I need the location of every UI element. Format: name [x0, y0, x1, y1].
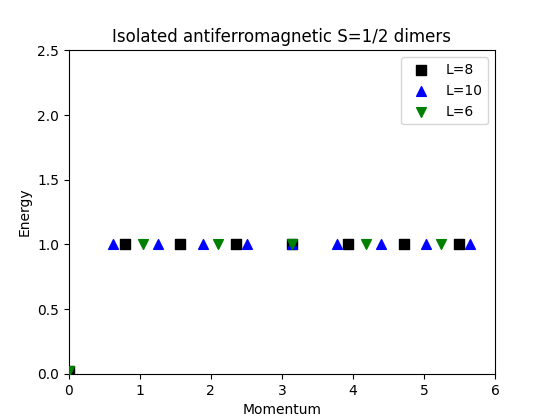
L=6 — [213, 241, 222, 248]
L=8 — [288, 241, 296, 248]
X-axis label: Momentum: Momentum — [243, 403, 321, 417]
Legend: L=8, L=10, L=6: L=8, L=10, L=6 — [401, 58, 488, 124]
L=10 — [153, 241, 162, 248]
L=8 — [120, 241, 129, 248]
L=6 — [362, 241, 371, 248]
L=10 — [243, 241, 252, 248]
L=8 — [455, 241, 464, 248]
L=8 — [176, 241, 185, 248]
L=10 — [332, 241, 341, 248]
L=8 — [399, 241, 408, 248]
L=10 — [466, 241, 475, 248]
L=10 — [377, 241, 386, 248]
L=10 — [109, 241, 118, 248]
L=6 — [64, 368, 73, 375]
L=8 — [343, 241, 352, 248]
Y-axis label: Energy: Energy — [18, 188, 31, 236]
L=8 — [64, 368, 73, 375]
L=8 — [232, 241, 240, 248]
L=10 — [198, 241, 207, 248]
L=6 — [436, 241, 445, 248]
L=10 — [421, 241, 430, 248]
L=6 — [288, 241, 296, 248]
Title: Isolated antiferromagnetic S=1/2 dimers: Isolated antiferromagnetic S=1/2 dimers — [112, 28, 452, 46]
L=10 — [288, 241, 296, 248]
L=6 — [139, 241, 147, 248]
